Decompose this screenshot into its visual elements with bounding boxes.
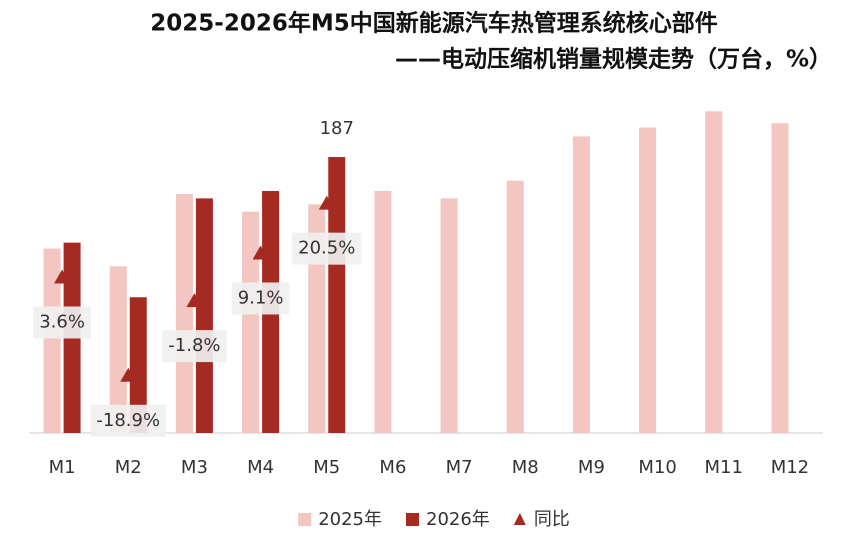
bar: [705, 111, 723, 433]
marker: [318, 195, 335, 210]
marker: [54, 269, 71, 284]
x-tick-label: M7: [446, 457, 473, 478]
x-tick-label: M6: [379, 457, 406, 478]
chart-title: 2025-2026年M5中国新能源汽车热管理系统核心部件: [150, 10, 717, 37]
bar: [440, 198, 458, 433]
legend-marker: [513, 513, 526, 525]
legend-swatch: [406, 513, 419, 526]
label-box: [292, 232, 362, 265]
marker: [186, 293, 203, 308]
x-tick-label: M1: [49, 457, 76, 478]
bar: [43, 248, 61, 433]
data-label: -18.9%: [96, 410, 160, 431]
x-tick-label: M4: [247, 457, 274, 478]
legend-swatch: [298, 513, 312, 526]
bar: [771, 123, 789, 433]
legend-label: 2025年: [318, 509, 382, 530]
chart-subtitle: ——电动压缩机销量规模走势（万台，%）: [395, 46, 832, 73]
marker: [120, 367, 137, 382]
bar: [374, 191, 392, 433]
bar: [506, 180, 524, 433]
data-label: -1.8%: [168, 335, 220, 356]
x-tick-label: M3: [181, 457, 208, 478]
bar: [175, 193, 193, 433]
bar: [109, 266, 127, 433]
marker: [252, 245, 269, 260]
data-label: 9.1%: [238, 287, 284, 308]
x-tick-label: M2: [115, 457, 142, 478]
x-tick-label: M9: [578, 457, 605, 478]
x-tick-label: M11: [705, 457, 743, 478]
label-box: [33, 306, 91, 339]
x-tick-label: M8: [512, 457, 539, 478]
bar: [572, 136, 590, 433]
bar: [129, 297, 147, 433]
data-label: 20.5%: [298, 238, 355, 259]
bar: [195, 198, 213, 433]
label-box: [231, 282, 290, 315]
bar: [328, 157, 346, 433]
data-label: 187: [320, 118, 354, 139]
label-box: [90, 404, 167, 437]
label-box: [162, 330, 227, 363]
x-tick-label: M10: [638, 457, 676, 478]
data-label: 3.6%: [39, 311, 85, 332]
bar: [639, 127, 657, 433]
x-tick-label: M12: [771, 457, 809, 478]
x-tick-label: M5: [313, 457, 340, 478]
bar: [242, 211, 260, 433]
legend-label: 同比: [534, 509, 570, 530]
legend-label: 2026年: [426, 509, 490, 530]
